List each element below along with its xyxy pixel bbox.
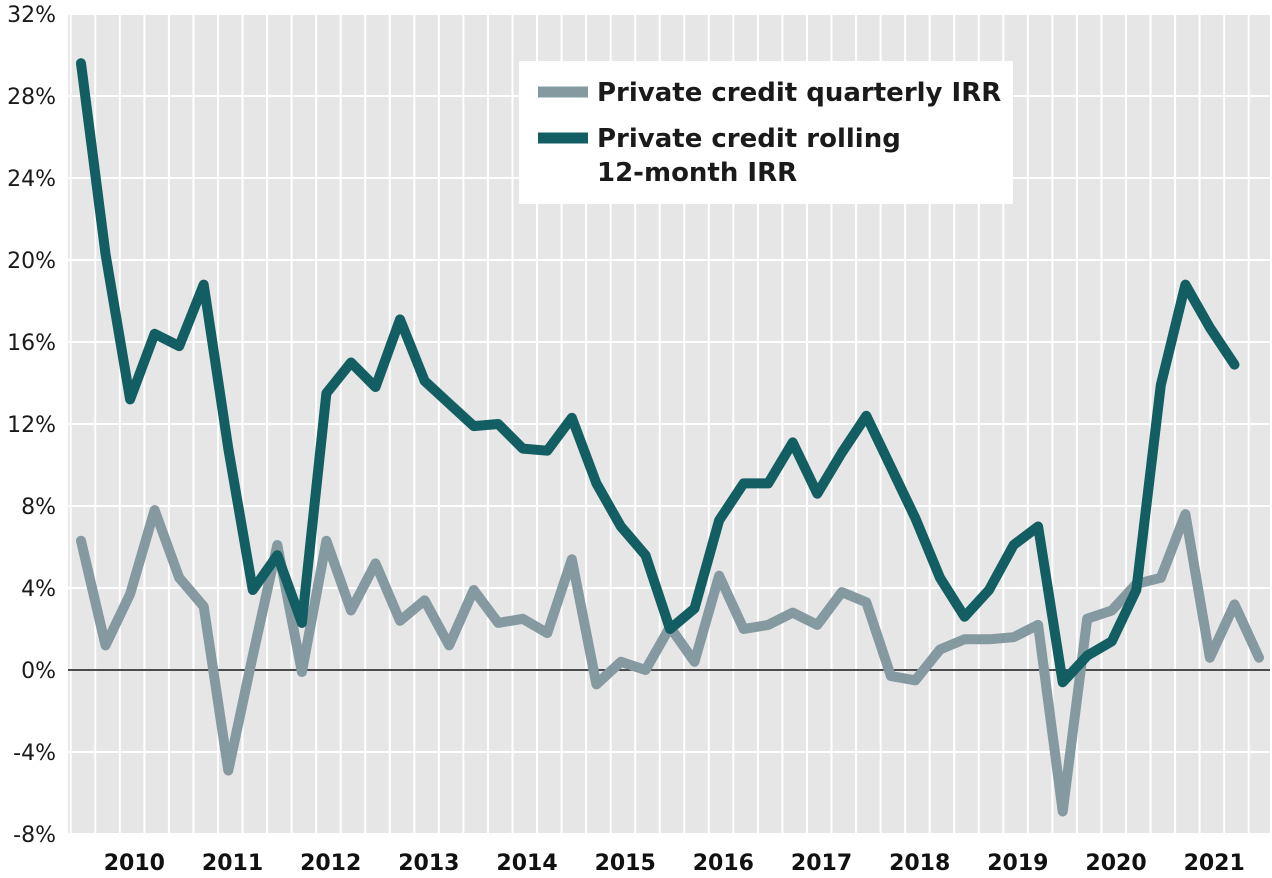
y-tick-label: 32% — [7, 3, 56, 28]
x-tick-label: 2019 — [987, 851, 1048, 876]
y-tick-label: 0% — [21, 659, 56, 684]
x-tick-label: 2018 — [889, 851, 950, 876]
x-tick-label: 2016 — [693, 851, 754, 876]
y-tick-label: -8% — [13, 823, 56, 848]
y-tick-label: 24% — [7, 167, 56, 192]
x-tick-label: 2017 — [791, 851, 852, 876]
legend-label-rolling: Private credit rolling 12-month IRR — [597, 124, 901, 188]
legend-label-quarterly: Private credit quarterly IRR — [597, 78, 1001, 108]
legend-label-line: 12-month IRR — [597, 158, 797, 188]
x-tick-label: 2020 — [1085, 851, 1146, 876]
x-tick-label: 2015 — [595, 851, 656, 876]
x-tick-label: 2021 — [1184, 851, 1245, 876]
legend-label-line: Private credit rolling — [597, 124, 901, 154]
legend-box — [519, 61, 1013, 204]
x-axis-tick-labels: 2010 2011 2012 2013 2014 2015 2016 2017 2018 2019… — [104, 851, 1245, 876]
x-tick-label: 2012 — [300, 851, 361, 876]
x-tick-label: 2013 — [398, 851, 459, 876]
legend: Private credit quarterly IRR Private cred… — [519, 61, 1013, 204]
series-line-rolling-12-month-irr — [76, 58, 1240, 688]
y-axis-tick-labels: -8% -4% 0% 4% 8% 12% 16% 20% 24% 28% 32% — [7, 3, 56, 848]
x-tick-label: 2011 — [202, 851, 263, 876]
x-tick-label: 2010 — [104, 851, 165, 876]
x-tick-label: 2014 — [496, 851, 557, 876]
y-tick-label: 20% — [7, 249, 56, 274]
y-tick-label: 12% — [7, 413, 56, 438]
y-tick-label: 4% — [21, 577, 56, 602]
y-tick-label: 8% — [21, 495, 56, 520]
y-tick-label: 16% — [7, 331, 56, 356]
y-tick-label: 28% — [7, 85, 56, 110]
series-lines — [76, 58, 1264, 817]
y-tick-label: -4% — [13, 741, 56, 766]
